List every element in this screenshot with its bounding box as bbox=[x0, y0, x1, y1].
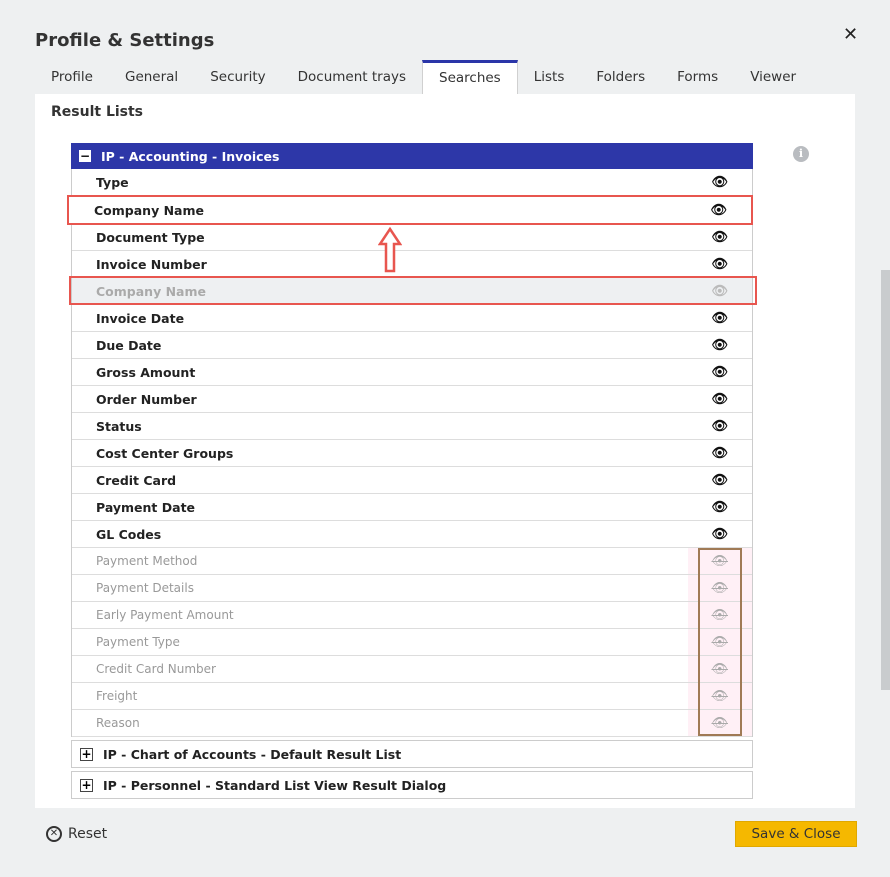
dragging-row[interactable]: Company Name 👁 bbox=[69, 197, 751, 223]
save-close-button[interactable]: Save & Close bbox=[735, 821, 857, 847]
column-label: Credit Card Number bbox=[96, 662, 216, 676]
column-label: Freight bbox=[96, 689, 138, 703]
tab-lists[interactable]: Lists bbox=[533, 69, 565, 85]
tab-searches[interactable]: Searches bbox=[422, 60, 518, 94]
column-row[interactable]: Status 👁 bbox=[72, 413, 752, 440]
collapsed-group[interactable]: + IP - Personnel - Standard List View Res… bbox=[71, 771, 753, 799]
eye-slash-icon[interactable]: 👁 bbox=[711, 634, 728, 650]
column-row[interactable]: Cost Center Groups 👁 bbox=[72, 440, 752, 467]
column-label: Payment Details bbox=[96, 581, 194, 595]
eye-icon[interactable]: 👁 bbox=[711, 256, 728, 272]
group-title: IP - Accounting - Invoices bbox=[101, 148, 280, 164]
tab-document-trays[interactable]: Document trays bbox=[297, 69, 406, 85]
highlight-drag-source bbox=[69, 276, 757, 305]
result-list-group: − IP - Accounting - Invoices Type 👁 Docume… bbox=[71, 143, 753, 737]
eye-icon[interactable]: 👁 bbox=[711, 337, 728, 353]
eye-slash-icon[interactable]: 👁 bbox=[711, 661, 728, 677]
eye-icon[interactable]: 👁 bbox=[711, 364, 728, 380]
highlight-drag-target bbox=[67, 195, 753, 225]
eye-icon[interactable]: 👁 bbox=[711, 229, 728, 245]
column-list: Type 👁 Document Type 👁 Invoice Number 👁 Compan… bbox=[71, 169, 753, 737]
eye-slash-icon[interactable]: 👁 bbox=[711, 580, 728, 596]
column-label: Payment Date bbox=[96, 499, 196, 515]
collapsed-groups: + IP - Chart of Accounts - Default Result… bbox=[71, 740, 753, 802]
eye-icon[interactable]: 👁 bbox=[711, 283, 728, 299]
column-row[interactable]: Gross Amount 👁 bbox=[72, 359, 752, 386]
eye-slash-icon[interactable]: 👁 bbox=[711, 715, 728, 731]
column-label: Invoice Date bbox=[96, 310, 185, 326]
hidden-columns-highlight bbox=[698, 548, 742, 736]
group-title: IP - Chart of Accounts - Default Result … bbox=[103, 746, 402, 762]
column-row[interactable]: Due Date 👁 bbox=[72, 332, 752, 359]
column-label: Early Payment Amount bbox=[96, 608, 234, 622]
eye-slash-icon[interactable]: 👁 bbox=[711, 607, 728, 623]
column-label: Cost Center Groups bbox=[96, 445, 234, 461]
eye-icon[interactable]: 👁 bbox=[711, 499, 728, 515]
info-icon[interactable]: i bbox=[793, 146, 809, 162]
column-label: Due Date bbox=[96, 337, 162, 353]
eye-icon[interactable]: 👁 bbox=[711, 418, 728, 434]
close-icon[interactable]: ✕ bbox=[843, 24, 859, 45]
column-row[interactable]: Invoice Number 👁 bbox=[72, 251, 752, 278]
column-label: Order Number bbox=[96, 391, 197, 407]
eye-icon[interactable]: 👁 bbox=[711, 445, 728, 461]
tab-viewer[interactable]: Viewer bbox=[750, 69, 797, 85]
eye-icon[interactable]: 👁 bbox=[711, 472, 728, 488]
eye-icon[interactable]: 👁 bbox=[711, 174, 728, 190]
column-label: Status bbox=[96, 418, 142, 434]
column-row[interactable]: Credit Card 👁 bbox=[72, 467, 752, 494]
hidden-column-row[interactable]: Freight 👁 bbox=[72, 683, 752, 710]
eye-icon[interactable]: 👁 bbox=[711, 391, 728, 407]
eye-slash-icon[interactable]: 👁 bbox=[711, 688, 728, 704]
column-label: Reason bbox=[96, 716, 140, 730]
expand-icon[interactable]: + bbox=[80, 746, 93, 761]
column-row[interactable]: Order Number 👁 bbox=[72, 386, 752, 413]
column-label: Type bbox=[96, 174, 129, 190]
eye-icon[interactable]: 👁 bbox=[711, 526, 728, 542]
column-label: Invoice Number bbox=[96, 256, 207, 272]
column-row[interactable]: Document Type 👁 bbox=[72, 224, 752, 251]
column-row[interactable]: Type 👁 bbox=[72, 169, 752, 196]
group-header[interactable]: − IP - Accounting - Invoices bbox=[71, 143, 753, 169]
column-row[interactable]: Payment Date 👁 bbox=[72, 494, 752, 521]
tab-folders[interactable]: Folders bbox=[596, 69, 646, 85]
expand-icon[interactable]: + bbox=[80, 777, 93, 792]
tab-general[interactable]: General bbox=[124, 69, 179, 85]
column-label: Payment Method bbox=[96, 554, 198, 568]
reset-icon: ✕ bbox=[46, 826, 62, 842]
hidden-column-row[interactable]: Payment Details 👁 bbox=[72, 575, 752, 602]
eye-icon[interactable]: 👁 bbox=[711, 310, 728, 326]
section-title: Result Lists bbox=[51, 104, 144, 120]
scrollbar[interactable] bbox=[881, 270, 890, 690]
eye-slash-icon[interactable]: 👁 bbox=[711, 553, 728, 569]
hidden-column-row[interactable]: Credit Card Number 👁 bbox=[72, 656, 752, 683]
tab-profile[interactable]: Profile bbox=[51, 69, 93, 85]
tab-security[interactable]: Security bbox=[210, 69, 266, 85]
eye-icon[interactable]: 👁 bbox=[710, 202, 727, 218]
hidden-column-row[interactable]: Payment Type 👁 bbox=[72, 629, 752, 656]
up-arrow-icon bbox=[378, 226, 402, 273]
tab-bar: Profile General Security Document trays Sear… bbox=[35, 60, 812, 94]
column-label: Payment Type bbox=[96, 635, 180, 649]
column-label: Company Name bbox=[96, 283, 206, 299]
dialog-title: Profile & Settings bbox=[35, 30, 215, 51]
column-label: Document Type bbox=[96, 229, 205, 245]
tab-forms[interactable]: Forms bbox=[677, 69, 719, 85]
hidden-column-row[interactable]: Reason 👁 bbox=[72, 710, 752, 737]
group-title: IP - Personnel - Standard List View Resu… bbox=[103, 777, 447, 793]
column-row[interactable]: GL Codes 👁 bbox=[72, 521, 752, 548]
column-row[interactable]: Invoice Date 👁 bbox=[72, 305, 752, 332]
reset-button[interactable]: ✕ Reset bbox=[46, 826, 107, 842]
column-label: Gross Amount bbox=[96, 364, 196, 380]
hidden-column-row[interactable]: Payment Method 👁 bbox=[72, 548, 752, 575]
column-row[interactable]: Company Name 👁 bbox=[72, 278, 752, 305]
dragging-row-label: Company Name bbox=[94, 202, 204, 218]
reset-label: Reset bbox=[68, 826, 108, 842]
hidden-column-row[interactable]: Early Payment Amount 👁 bbox=[72, 602, 752, 629]
column-label: Credit Card bbox=[96, 472, 177, 488]
column-label: GL Codes bbox=[96, 526, 162, 542]
collapsed-group[interactable]: + IP - Chart of Accounts - Default Result… bbox=[71, 740, 753, 768]
collapse-icon[interactable]: − bbox=[79, 149, 91, 163]
